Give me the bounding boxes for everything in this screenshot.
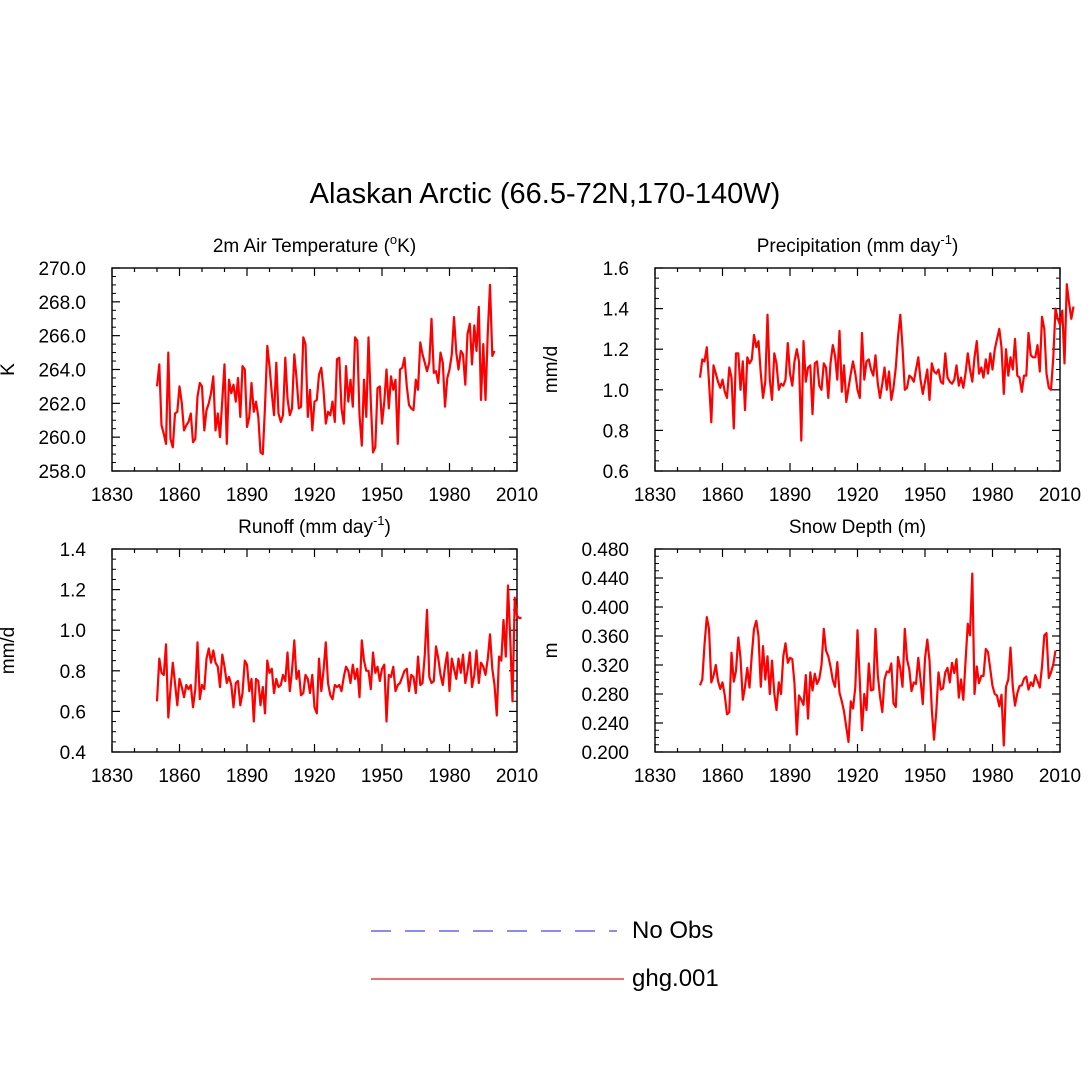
series-line-ghg-001 [155,283,496,456]
x-tick-label: 1980 [971,766,1013,787]
y-tick-label: 0.4 [60,743,87,764]
x-tick-label: 1980 [428,485,470,506]
x-tick-label: 1980 [971,485,1013,506]
x-tick-label: 1920 [293,766,335,787]
x-tick-label: 1860 [158,766,200,787]
x-tick-label: 2010 [496,485,538,506]
x-tick-label: 1950 [904,485,946,506]
y-tick-label: 0.440 [581,569,629,590]
x-tick-label: 1830 [91,766,133,787]
x-tick-label: 2010 [1039,485,1081,506]
panel-4: 1830 1860 1890 1920 1950 1980 2010 0.200 0.240 0.… [541,517,1081,787]
y-tick-label: 0.6 [60,702,86,723]
x-tick-label: 1890 [769,485,811,506]
y-tick-label: 0.480 [581,540,629,561]
y-tick-label: 0.320 [581,656,629,677]
y-tick-label: 0.280 [581,685,629,706]
y-tick-label: 260.0 [38,428,86,449]
x-tick-label: 1920 [293,485,335,506]
x-tick-label: 1950 [904,766,946,787]
y-tick-label: 262.0 [38,394,86,415]
x-tick-label: 1830 [634,766,676,787]
y-tick-label: 1.6 [603,259,629,280]
x-tick-label: 1890 [226,766,268,787]
x-tick-label: 1860 [701,485,743,506]
x-tick-label: 2010 [1039,766,1081,787]
y-tick-label: 268.0 [38,293,86,314]
panel-title: Snow Depth (m) [789,517,926,538]
x-tick-label: 1830 [634,485,676,506]
series-line-ghg-001 [698,572,1057,747]
x-tick-label: 1860 [701,766,743,787]
y-tick-label: 0.8 [60,662,86,683]
y-tick-label: 0.400 [581,598,629,619]
x-tick-label: 1860 [158,485,200,506]
y-tick-label: 1.2 [60,581,86,602]
panel-title: Runoff (mm day-1) [238,513,391,538]
y-tick-label: 1.4 [60,540,87,561]
y-tick-label: 264.0 [38,361,86,382]
y-tick-label: 1.2 [603,340,629,361]
x-tick-label: 1950 [361,485,403,506]
y-axis-label: K [0,363,19,376]
x-tick-label: 2010 [496,766,538,787]
x-tick-label: 1980 [428,766,470,787]
y-tick-label: 1.0 [603,381,629,402]
series-line-ghg-001 [698,283,1075,442]
y-tick-label: 0.6 [603,462,629,483]
plot-frame [111,548,518,753]
x-tick-label: 1920 [836,766,878,787]
x-tick-label: 1920 [836,485,878,506]
legend [371,930,624,980]
y-tick-label: 0.8 [603,421,629,442]
y-axis-label: mm/d [541,346,562,394]
y-tick-label: 1.4 [603,300,630,321]
panel-3: 1830 1860 1890 1920 1950 1980 2010 0.4 0.6 0.8 1.0… [0,513,538,787]
panel-1: 1830 1860 1890 1920 1950 1980 2010 258.0 260.0 26… [0,232,538,506]
y-tick-label: 266.0 [38,327,86,348]
y-tick-label: 0.200 [581,743,629,764]
y-tick-label: 270.0 [38,259,86,280]
series-line-ghg-001 [155,584,522,723]
panel-title: Precipitation (mm day-1) [757,232,959,257]
panel-2: 1830 1860 1890 1920 1950 1980 2010 0.6 0.8 1.0 1.2… [541,232,1081,506]
legend-obs-label: No Obs [632,917,714,944]
figure-title: Alaskan Arctic (66.5-72N,170-140W) [309,178,781,210]
x-tick-label: 1890 [769,766,811,787]
panel-title: 2m Air Temperature (oK) [213,232,416,257]
x-tick-label: 1950 [361,766,403,787]
legend-model-label: ghg.001 [632,965,719,992]
y-tick-label: 258.0 [38,462,86,483]
y-axis-label: m [541,643,562,659]
x-tick-label: 1830 [91,485,133,506]
y-tick-label: 0.240 [581,714,629,735]
y-axis-label: mm/d [0,627,19,675]
x-tick-label: 1890 [226,485,268,506]
y-tick-label: 0.360 [581,627,629,648]
y-tick-label: 1.0 [60,621,86,642]
